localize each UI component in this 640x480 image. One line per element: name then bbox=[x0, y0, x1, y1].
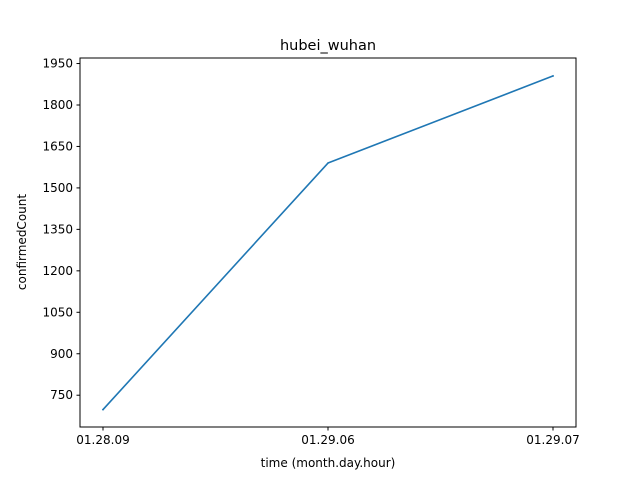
x-axis-ticks: 01.28.09 01.29.06 01.29.07 bbox=[76, 427, 580, 447]
plot-frame bbox=[79, 57, 577, 428]
y-tick-label: 1350 bbox=[42, 222, 73, 236]
data-point bbox=[102, 408, 104, 411]
y-tick-label: 900 bbox=[50, 347, 73, 361]
y-tick-label: 1050 bbox=[42, 305, 73, 319]
chart-title: hubei_wuhan bbox=[280, 38, 376, 54]
y-tick-label: 1200 bbox=[42, 264, 73, 278]
y-tick-label: 1800 bbox=[42, 98, 73, 112]
y-axis-ticks: 750 900 1050 1200 1350 1500 1650 1800 1950 bbox=[42, 57, 80, 402]
data-point bbox=[327, 162, 329, 164]
y-tick-label: 750 bbox=[50, 388, 73, 402]
y-tick-label: 1500 bbox=[42, 181, 73, 195]
x-tick-label: 01.28.09 bbox=[76, 433, 129, 447]
y-tick-label: 1950 bbox=[42, 57, 73, 71]
x-axis-label: time (month.day.hour) bbox=[261, 456, 396, 470]
y-tick-label: 1650 bbox=[42, 139, 73, 153]
series-lines bbox=[101, 74, 555, 411]
y-axis-label: confirmedCount bbox=[15, 194, 29, 290]
data-point bbox=[552, 75, 554, 77]
x-tick-label: 01.29.06 bbox=[301, 433, 354, 447]
x-tick-label: 01.29.07 bbox=[526, 433, 579, 447]
